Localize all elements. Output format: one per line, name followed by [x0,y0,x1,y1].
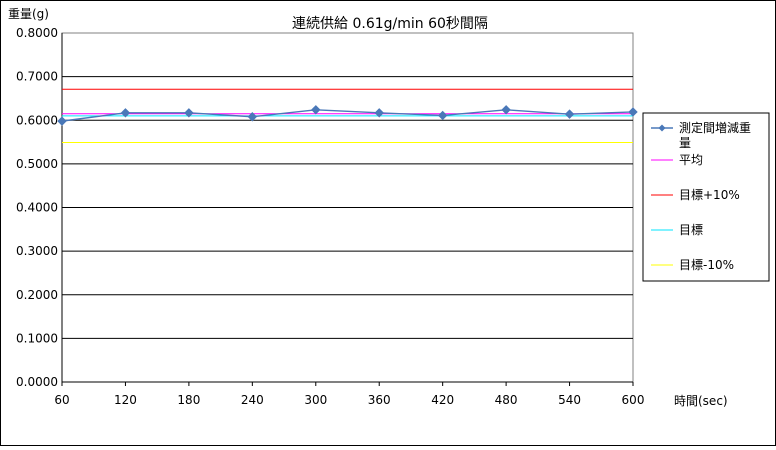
x-tick-label: 240 [241,393,264,407]
legend-label: 目標 [679,223,703,237]
y-tick-label: 0.7000 [16,70,58,84]
data-point [374,108,384,118]
data-point [311,105,321,115]
legend-label: 目標-10% [679,258,734,272]
y-tick-label: 0.3000 [16,244,58,258]
x-tick-label: 480 [495,393,518,407]
legend-label: 平均 [679,153,703,167]
data-point [57,116,67,126]
legend-label: 目標+10% [679,188,740,202]
x-tick-label: 60 [54,393,69,407]
y-tick-label: 0.4000 [16,201,58,215]
x-tick-label: 540 [558,393,581,407]
plot-area-group: 0.0000 0.1000 0.2000 0.3000 0.4000 0.5000 0.60… [16,26,644,407]
x-tick-label: 360 [368,393,391,407]
x-tick-label: 600 [622,393,645,407]
data-point [184,108,194,118]
y-tick-label: 0.5000 [16,157,58,171]
data-point [120,108,131,118]
data-point [437,110,448,121]
legend-box [642,112,770,282]
x-axis-label: 時間(sec) [674,394,728,408]
y-tick-label: 0.1000 [16,331,58,345]
y-tick-label: 0.2000 [16,288,58,302]
series-line-0 [61,109,634,122]
legend-label: 測定間増減重量 [679,120,751,150]
data-point [247,112,258,122]
y-axis-label: 重量(g) [8,7,49,21]
y-tick-label: 0.0000 [16,375,58,389]
x-tick-label: 420 [431,393,454,407]
data-point [501,105,511,115]
y-tick-label: 0.6000 [16,113,58,127]
legend-marker [658,124,666,132]
x-tick-label: 300 [304,393,327,407]
x-tick-label: 120 [114,393,137,407]
chart-title: 連続供給 0.61g/min 60秒間隔 [292,15,488,32]
data-point [564,109,575,119]
x-tick-label: 180 [177,393,200,407]
data-point [628,107,638,117]
y-tick-label: 0.8000 [16,26,58,40]
